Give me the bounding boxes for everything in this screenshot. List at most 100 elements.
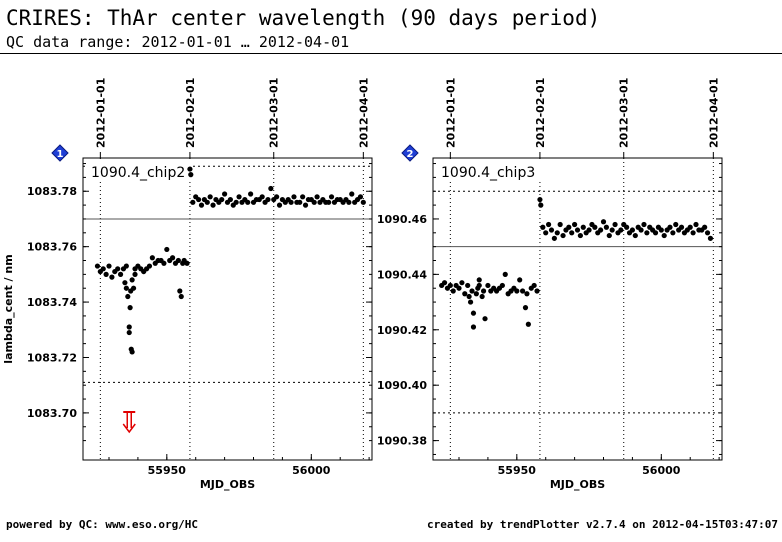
data-point — [560, 232, 566, 239]
y-tick-label: 1090.40 — [377, 379, 427, 392]
data-point — [328, 194, 335, 200]
data-point — [122, 280, 128, 286]
data-point — [103, 271, 109, 277]
data-point — [485, 282, 491, 289]
data-point — [123, 263, 129, 269]
data-point — [129, 277, 135, 283]
data-point — [690, 230, 696, 236]
date-tick-label: 2012-04-01 — [707, 78, 720, 148]
y-tick-label: 1083.78 — [27, 185, 77, 198]
data-point — [466, 293, 472, 300]
data-point — [248, 191, 254, 197]
data-point — [125, 293, 131, 300]
data-point — [291, 194, 297, 200]
data-point — [117, 271, 124, 277]
data-point — [132, 271, 138, 277]
date-tick-label: 2012-04-01 — [357, 78, 370, 148]
data-point — [612, 221, 618, 228]
data-point — [198, 202, 205, 208]
data-point — [177, 288, 183, 294]
date-tick-label: 2012-02-01 — [534, 78, 547, 148]
data-point — [100, 266, 106, 272]
data-point — [632, 232, 638, 239]
data-point — [658, 227, 664, 233]
data-point — [592, 224, 598, 230]
date-tick-label: 2012-01-01 — [444, 78, 457, 148]
data-point — [227, 196, 233, 203]
data-point — [629, 227, 636, 233]
data-point — [519, 288, 526, 294]
data-point — [274, 194, 280, 200]
data-point — [196, 196, 202, 203]
data-point — [606, 232, 612, 239]
data-point — [644, 230, 650, 236]
data-point — [673, 221, 679, 228]
page-subtitle: QC data range: 2012-01-01 … 2012-04-01 — [6, 33, 350, 51]
data-point — [670, 230, 676, 236]
data-point — [525, 321, 531, 327]
data-point — [190, 199, 196, 205]
data-point — [146, 263, 153, 269]
date-tick-label: 2012-03-01 — [268, 78, 281, 148]
data-point — [115, 266, 121, 272]
data-point — [473, 291, 479, 297]
data-point — [462, 291, 468, 297]
data-point — [618, 227, 624, 233]
data-point — [687, 224, 693, 230]
data-point — [126, 324, 132, 330]
data-point — [598, 227, 604, 233]
data-point — [106, 263, 112, 269]
data-point — [569, 230, 575, 236]
page-title: CRIRES: ThAr center wavelength (90 days … — [6, 6, 601, 30]
data-point — [551, 235, 557, 241]
data-point — [130, 285, 137, 291]
data-point — [480, 288, 487, 294]
panel-badge-number: 1 — [57, 149, 64, 160]
data-point — [447, 282, 453, 289]
data-point — [514, 288, 520, 294]
data-point — [548, 227, 555, 233]
data-point — [554, 230, 560, 236]
y-tick-label: 1083.70 — [27, 407, 77, 420]
y-tick-label: 1090.44 — [377, 268, 427, 281]
data-point — [537, 196, 543, 203]
data-point — [314, 194, 320, 200]
plot-frame — [82, 157, 373, 461]
data-point — [268, 185, 274, 192]
data-point — [219, 196, 225, 203]
footer-powered-by: powered by QC: www.eso.org/HC — [6, 518, 199, 531]
data-point — [482, 316, 488, 322]
data-point — [175, 257, 181, 264]
data-point — [233, 199, 239, 205]
data-point — [184, 260, 190, 266]
data-point — [288, 199, 294, 205]
y-tick-label: 1090.38 — [377, 435, 427, 448]
data-point — [557, 221, 563, 228]
data-point — [297, 199, 303, 205]
x-axis-label: MJD_OBS — [550, 478, 605, 491]
data-point — [566, 224, 572, 230]
data-point — [149, 255, 155, 261]
data-point — [470, 310, 477, 316]
data-point — [609, 227, 615, 233]
data-point — [276, 202, 283, 208]
chart-panel-chip3: 2012-01-01 2012-02-01 2012-03-01 2012-04-01… — [377, 78, 723, 491]
panel-label: 1090.4_chip2 — [91, 165, 185, 181]
chart-panel-chip2: 2012-01-01 2012-02-01 2012-03-01 2012-04-01… — [2, 78, 373, 491]
data-point — [522, 305, 529, 311]
data-point — [459, 280, 465, 286]
data-point — [302, 202, 309, 208]
data-point — [441, 280, 448, 286]
data-point — [265, 196, 271, 203]
data-point — [499, 282, 505, 289]
data-point — [360, 199, 366, 205]
data-point — [169, 255, 176, 261]
data-point — [577, 232, 583, 239]
data-point — [94, 263, 101, 269]
header-divider — [0, 53, 782, 54]
plot-frame — [432, 157, 723, 461]
y-axis-label: lambda_cent / nm — [2, 254, 15, 363]
data-point — [586, 227, 592, 233]
data-point — [207, 194, 213, 200]
